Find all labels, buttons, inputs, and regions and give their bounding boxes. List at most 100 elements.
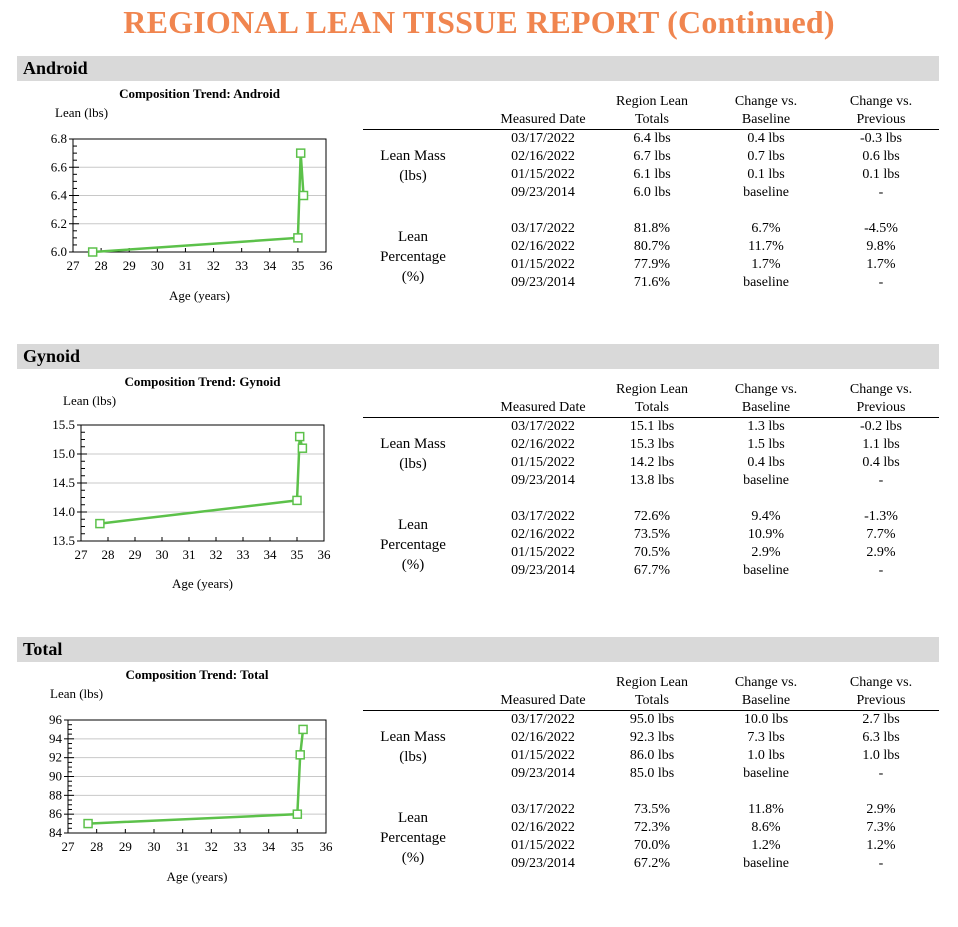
cell-baseline: 10.0 lbs <box>743 712 789 727</box>
cell-date: 02/16/2022 <box>511 239 575 254</box>
data-point <box>295 148 306 158</box>
x-tick-label: 30 <box>156 547 169 562</box>
cell-previous: 9.8% <box>866 239 896 254</box>
cell-total: 73.5% <box>633 527 671 542</box>
cell-previous: -1.3% <box>864 509 898 524</box>
group-label-line: Lean <box>398 229 428 245</box>
x-tick-label: 36 <box>318 547 332 562</box>
x-tick-label: 29 <box>123 258 136 273</box>
x-tick-label: 34 <box>262 839 276 854</box>
data-point <box>298 724 308 735</box>
cell-date: 03/17/2022 <box>511 802 575 817</box>
cell-previous: 2.7 lbs <box>862 712 900 727</box>
cell-total: 81.8% <box>633 221 671 236</box>
y-tick-label: 84 <box>49 825 63 840</box>
cell-date: 03/17/2022 <box>511 712 575 727</box>
cell-previous: - <box>878 766 884 781</box>
cell-baseline: 1.0 lbs <box>747 748 785 763</box>
cell-total: 95.0 lbs <box>629 712 675 727</box>
cell-date: 09/23/2014 <box>511 563 575 578</box>
cell-total: 67.7% <box>633 563 671 578</box>
cell-date: 01/15/2022 <box>511 257 575 272</box>
x-tick-label: 32 <box>205 839 218 854</box>
column-header-baseline: Baseline <box>741 400 791 415</box>
cell-date: 09/23/2014 <box>511 185 575 200</box>
cell-baseline: 1.7% <box>751 257 781 272</box>
cell-total: 67.2% <box>633 856 671 871</box>
cell-total: 6.1 lbs <box>633 167 671 182</box>
y-tick-label: 94 <box>49 731 63 746</box>
cell-previous: 0.6 lbs <box>862 149 900 164</box>
section-total: Total Composition Trend: Total Lean (lbs) A… <box>0 637 958 927</box>
cell-date: 02/16/2022 <box>511 730 575 745</box>
y-tick-label: 6.4 <box>51 188 68 203</box>
data-point <box>292 809 303 819</box>
cell-total: 92.3 lbs <box>629 730 675 745</box>
series-line <box>99 436 304 525</box>
section-title: Gynoid <box>23 346 81 366</box>
group-label-line: Lean <box>398 810 428 826</box>
cell-baseline: baseline <box>743 473 789 488</box>
x-tick-label: 28 <box>90 839 103 854</box>
y-tick-label: 92 <box>49 750 62 765</box>
cell-total: 70.5% <box>633 545 671 560</box>
cell-previous: - <box>878 185 884 200</box>
y-tick-label: 88 <box>49 787 62 802</box>
results-table: Measured Date Region Lean Totals Change vs.… <box>363 637 939 927</box>
chart-title: Composition Trend: Total <box>125 667 269 682</box>
data-point <box>83 818 93 829</box>
column-header-previous-line1: Change vs. <box>849 94 913 109</box>
section-header-bar: Android <box>17 56 939 81</box>
cell-previous: 0.1 lbs <box>862 167 900 182</box>
cell-date: 02/16/2022 <box>511 820 575 835</box>
x-axis-label: Age (years) <box>169 288 230 303</box>
cell-date: 09/23/2014 <box>511 473 575 488</box>
cell-baseline: 6.7% <box>751 221 781 236</box>
group-label-lean-mass: Lean Mass (lbs) <box>363 434 463 474</box>
x-tick-label: 30 <box>148 839 161 854</box>
x-tick-label: 31 <box>179 258 192 273</box>
cell-total: 6.7 lbs <box>633 149 671 164</box>
cell-total: 80.7% <box>633 239 671 254</box>
column-header-date: Measured Date <box>500 400 586 415</box>
column-header-previous-line1: Change vs. <box>849 382 913 397</box>
column-header-baseline-line1: Change vs. <box>734 94 798 109</box>
cell-date: 03/17/2022 <box>511 221 575 236</box>
cell-previous: - <box>878 563 884 578</box>
x-tick-label: 36 <box>320 839 334 854</box>
x-tick-label: 33 <box>235 258 248 273</box>
series-line <box>92 153 305 254</box>
cell-baseline: 8.6% <box>751 820 781 835</box>
cell-baseline: 10.9% <box>747 527 785 542</box>
cell-total: 70.0% <box>633 838 671 853</box>
cell-previous: -0.3 lbs <box>860 131 902 146</box>
cell-date: 03/17/2022 <box>511 419 575 434</box>
cell-baseline: 11.7% <box>748 239 784 254</box>
cell-date: 01/15/2022 <box>511 838 575 853</box>
cell-baseline: 11.8% <box>748 802 784 817</box>
cell-date: 02/16/2022 <box>511 437 575 452</box>
x-axis-label: Age (years) <box>166 869 228 884</box>
cell-baseline: baseline <box>743 185 789 200</box>
x-tick-label: 34 <box>263 258 277 273</box>
cell-baseline: baseline <box>743 563 789 578</box>
column-header-date: Measured Date <box>500 112 586 127</box>
y-axis-label: Lean (lbs) <box>50 686 104 701</box>
cell-date: 02/16/2022 <box>511 527 575 542</box>
x-tick-label: 36 <box>320 258 334 273</box>
cell-total: 77.9% <box>633 257 671 272</box>
header-rule <box>363 710 939 711</box>
x-tick-label: 33 <box>237 547 250 562</box>
cell-baseline: 9.4% <box>751 509 781 524</box>
group-label-line: Lean Mass <box>380 148 446 164</box>
data-point <box>298 190 309 201</box>
cell-baseline: 1.3 lbs <box>747 419 785 434</box>
cell-baseline: 0.1 lbs <box>747 167 785 182</box>
y-tick-label: 86 <box>49 806 63 821</box>
cell-date: 09/23/2014 <box>511 766 575 781</box>
cell-date: 01/15/2022 <box>511 455 575 470</box>
results-table: Measured Date Region Lean Totals Change vs.… <box>363 56 939 346</box>
header-rule <box>363 129 939 130</box>
cell-total: 86.0 lbs <box>629 748 675 763</box>
cell-previous: 2.9% <box>866 545 896 560</box>
